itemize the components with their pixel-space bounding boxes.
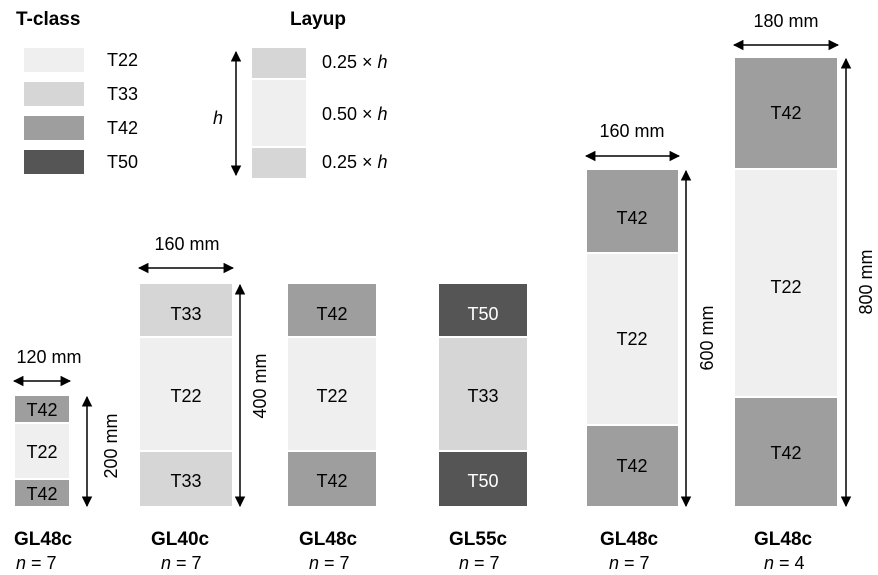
- beam-layer-label: T50: [467, 471, 498, 491]
- beam-layer-label: T42: [316, 471, 347, 491]
- beam-layer-middle: [439, 338, 527, 450]
- layup-row-bottom-prefix: 0.25 ×: [322, 152, 378, 172]
- legend-label-t50: T50: [107, 152, 139, 172]
- beam-count-label: n = 7: [309, 553, 350, 573]
- beam-grade-label: GL48c: [14, 529, 73, 550]
- beam-layer-top: [15, 396, 69, 422]
- beam-layer-top: [439, 284, 527, 336]
- layup-row-bottom-symbol: h: [377, 152, 388, 172]
- legend-swatch-t22: [24, 48, 84, 72]
- beam-layer-label: T22: [770, 277, 801, 297]
- legend-label-t22: T22: [107, 50, 139, 70]
- beam-count-value: = 7: [319, 553, 350, 573]
- height-label: 200 mm: [101, 413, 121, 478]
- beam-layer-label: T42: [616, 208, 647, 228]
- beam-count-label: n = 7: [609, 553, 650, 573]
- beam-gl48c-120x200: T42 T22 T42 120 mm 200 mm: [12, 347, 121, 508]
- beam-layer-label: T42: [770, 103, 801, 123]
- beam-layer-middle: [288, 338, 376, 450]
- beam-count-label: n = 4: [764, 553, 805, 573]
- beam-grade-label: GL48c: [600, 529, 659, 550]
- beam-gl48c-160x600: T42 T22 T42 160 mm 600 mm: [584, 121, 717, 508]
- beam-layer-label: T22: [26, 442, 57, 462]
- beam-layer-label: T33: [467, 386, 498, 406]
- beam-layer-top: [288, 284, 376, 336]
- beam-gl48c-180x800: T42 T22 T42 180 mm 800 mm: [732, 11, 876, 508]
- legend-swatch-t33: [24, 82, 84, 106]
- beam-count-symbol: n: [609, 553, 620, 573]
- beam-count-value: = 7: [619, 553, 650, 573]
- layup-swatch-middle: [252, 80, 306, 146]
- beam-layer-bottom: [15, 480, 69, 506]
- beam-layer-middle: [140, 338, 232, 450]
- beam-layer-top: [735, 58, 837, 168]
- width-label: 120 mm: [16, 347, 81, 367]
- beam-layer-middle: [587, 254, 678, 424]
- layup-row-top-prefix: 0.25 ×: [322, 52, 378, 72]
- beam-gl48c-t42: T42 T22 T42: [288, 284, 376, 506]
- layup-row-top: 0.25 × h: [322, 52, 388, 72]
- beam-layer-label: T33: [170, 471, 201, 491]
- height-label: 600 mm: [697, 305, 717, 370]
- legend-label-t33: T33: [107, 84, 139, 104]
- beam-layer-bottom: [587, 426, 678, 506]
- legend-title: T-class: [16, 9, 81, 30]
- beam-gl55c: T50 T33 T50: [439, 284, 527, 506]
- beam-count-symbol: n: [459, 553, 470, 573]
- beam-layer-label: T42: [616, 456, 647, 476]
- beam-layer-label: T22: [616, 329, 647, 349]
- beam-layer-label: T33: [170, 304, 201, 324]
- beam-count-label: n = 7: [161, 553, 202, 573]
- beam-gl40c-160x400: T33 T22 T33 160 mm 400 mm: [137, 234, 270, 508]
- width-label: 160 mm: [154, 234, 219, 254]
- beam-layer-middle: [15, 424, 69, 478]
- width-label: 180 mm: [753, 11, 818, 31]
- beam-layer-label: T42: [26, 484, 57, 504]
- beam-count-symbol: n: [764, 553, 775, 573]
- height-label: 800 mm: [856, 249, 876, 314]
- beam-count-value: = 7: [469, 553, 500, 573]
- beam-layer-top: [140, 284, 232, 336]
- beam-count-symbol: n: [309, 553, 320, 573]
- width-label: 160 mm: [599, 121, 664, 141]
- beam-layer-label: T22: [316, 386, 347, 406]
- beam-count-symbol: n: [161, 553, 172, 573]
- beam-layer-label: T22: [170, 386, 201, 406]
- beam-count-value: = 4: [774, 553, 805, 573]
- legend-label-t42: T42: [107, 118, 139, 138]
- beam-count-label: n = 7: [459, 553, 500, 573]
- layup-row-middle-symbol: h: [377, 104, 388, 124]
- beam-layer-bottom: [735, 398, 837, 506]
- beam-layer-label: T42: [770, 443, 801, 463]
- beam-grade-label: GL48c: [754, 529, 813, 550]
- layup-row-bottom: 0.25 × h: [322, 152, 388, 172]
- layup-height-symbol: h: [213, 108, 224, 128]
- beam-count-label: n = 7: [16, 553, 57, 573]
- layup-row-top-symbol: h: [377, 52, 388, 72]
- layup-row-middle: 0.50 × h: [322, 104, 388, 124]
- beam-layer-middle: [735, 170, 837, 396]
- beam-layer-label: T42: [26, 400, 57, 420]
- beam-grade-label: GL40c: [151, 529, 210, 550]
- beam-count-value: = 7: [171, 553, 202, 573]
- beam-layer-top: [587, 170, 678, 252]
- beam-layer-bottom: [140, 452, 232, 506]
- beam-layer-bottom: [288, 452, 376, 506]
- layup-title: Layup: [290, 9, 346, 30]
- beam-grade-label: GL55c: [449, 529, 508, 550]
- layup-row-middle-prefix: 0.50 ×: [322, 104, 378, 124]
- layup-swatch-top: [252, 48, 306, 78]
- height-label: 400 mm: [250, 353, 270, 418]
- legend-swatch-t50: [24, 150, 84, 174]
- legend-swatch-t42: [24, 116, 84, 140]
- beam-count-value: = 7: [26, 553, 57, 573]
- beam-layer-label: T42: [316, 304, 347, 324]
- layup-swatch-bottom: [252, 148, 306, 178]
- beam-count-symbol: n: [16, 553, 27, 573]
- beam-grade-label: GL48c: [299, 529, 358, 550]
- beam-layer-bottom: [439, 452, 527, 506]
- beam-layer-label: T50: [467, 304, 498, 324]
